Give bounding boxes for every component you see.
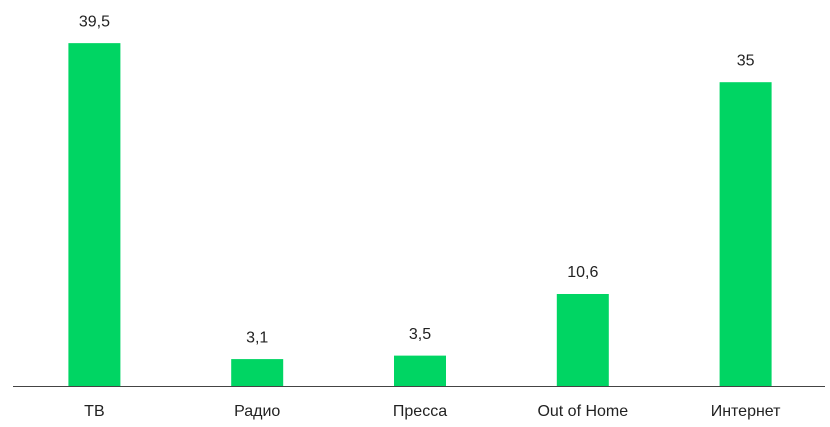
bar [394,355,446,386]
x-tick-label: Пресса [393,403,447,420]
value-label: 10,6 [567,264,598,281]
value-label: 39,5 [79,13,110,30]
bar [556,293,609,386]
x-tick-label: Интернет [711,403,781,420]
bar [719,82,772,386]
value-label: 3,5 [409,326,431,343]
value-label: 35 [737,52,755,69]
x-tick-label: Радио [234,403,280,420]
x-tick-label: Out of Home [537,403,628,420]
x-tick-label: ТВ [84,403,104,420]
bar [231,359,284,386]
value-label: 3,1 [246,329,268,346]
bar [68,43,121,386]
